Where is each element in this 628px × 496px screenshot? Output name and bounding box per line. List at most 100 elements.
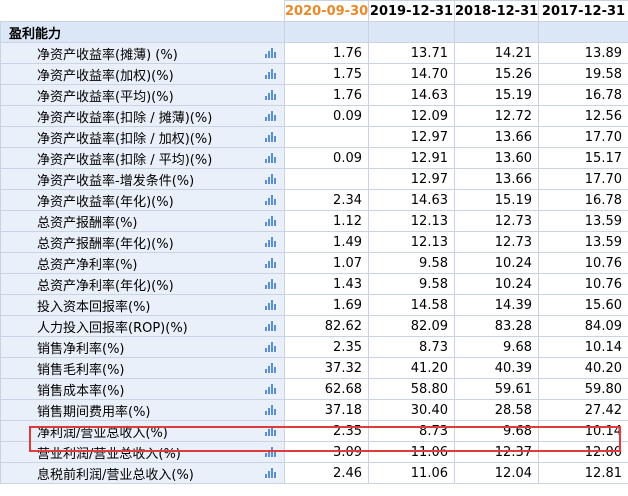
row-label: 净资产收益率-增发条件(%)	[37, 173, 195, 189]
value-cell: 14.21	[454, 42, 539, 64]
value-cell: 37.18	[284, 399, 369, 421]
bar-chart-icon[interactable]	[265, 258, 276, 268]
row-label-cell: 总资产报酬率(%)	[0, 210, 285, 232]
bar-chart-icon[interactable]	[265, 321, 276, 331]
row-label: 净资产收益率(摊薄) (%)	[37, 47, 178, 63]
value-cell: 11.06	[368, 441, 455, 463]
value-cell: 27.42	[538, 399, 628, 421]
bar-chart-icon[interactable]	[265, 90, 276, 100]
row-label: 净资产收益率(加权)(%)	[37, 68, 174, 84]
bar-chart-icon[interactable]	[265, 363, 276, 373]
row-label: 营业利润/营业总收入(%)	[37, 446, 181, 462]
bar-chart-icon[interactable]	[265, 48, 276, 58]
bar-chart-icon[interactable]	[265, 405, 276, 415]
period-header[interactable]: 2019-12-31	[368, 0, 455, 22]
section-empty-cell	[454, 21, 539, 43]
value-cell: 2.46	[284, 462, 369, 484]
table-row: 净资产收益率(扣除 / 摊薄)(%) 0.09 12.09 12.72 12.56	[0, 105, 628, 127]
value-cell: 83.28	[454, 315, 539, 337]
table-row: 销售毛利率(%) 37.32 41.20 40.39 40.20	[0, 357, 628, 379]
row-label: 销售毛利率(%)	[37, 362, 125, 378]
value-cell: 1.07	[284, 252, 369, 274]
row-label-cell: 销售期间费用率(%)	[0, 399, 285, 421]
value-cell: 13.59	[538, 231, 628, 253]
bar-chart-icon[interactable]	[265, 384, 276, 394]
value-cell: 12.13	[368, 210, 455, 232]
row-label-cell: 净资产收益率(平均)(%)	[0, 84, 285, 106]
table-row: 人力投入回报率(ROP)(%) 82.62 82.09 83.28 84.09	[0, 315, 628, 337]
table-row: 投入资本回报率(%) 1.69 14.58 14.39 15.60	[0, 294, 628, 316]
bar-chart-icon[interactable]	[265, 216, 276, 226]
section-row: 盈利能力	[0, 21, 628, 43]
value-cell	[284, 126, 369, 148]
value-cell: 82.09	[368, 315, 455, 337]
value-cell	[284, 168, 369, 190]
bar-chart-icon[interactable]	[265, 342, 276, 352]
value-cell: 16.78	[538, 84, 628, 106]
value-cell: 12.09	[368, 105, 455, 127]
section-title: 盈利能力	[0, 21, 285, 43]
table-row: 净资产收益率(扣除 / 加权)(%) 12.97 13.66 17.70	[0, 126, 628, 148]
row-label-cell: 净资产收益率-增发条件(%)	[0, 168, 285, 190]
section-empty-cell	[284, 21, 369, 43]
value-cell: 12.00	[538, 441, 628, 463]
value-cell: 10.24	[454, 252, 539, 274]
bar-chart-icon[interactable]	[265, 132, 276, 142]
value-cell: 1.49	[284, 231, 369, 253]
row-label-cell: 净资产收益率(年化)(%)	[0, 189, 285, 211]
bar-chart-icon[interactable]	[265, 279, 276, 289]
row-label-cell: 净资产收益率(扣除 / 平均)(%)	[0, 147, 285, 169]
row-label-cell: 销售净利率(%)	[0, 336, 285, 358]
value-cell: 62.68	[284, 378, 369, 400]
bar-chart-icon[interactable]	[265, 195, 276, 205]
value-cell: 15.19	[454, 189, 539, 211]
value-cell: 0.09	[284, 147, 369, 169]
bar-chart-icon[interactable]	[265, 174, 276, 184]
bar-chart-icon[interactable]	[265, 237, 276, 247]
value-cell: 59.80	[538, 378, 628, 400]
value-cell: 15.60	[538, 294, 628, 316]
row-label: 销售净利率(%)	[37, 341, 125, 357]
value-cell: 8.73	[368, 420, 455, 442]
bar-chart-icon[interactable]	[265, 447, 276, 457]
bar-chart-icon[interactable]	[265, 426, 276, 436]
value-cell: 1.69	[284, 294, 369, 316]
value-cell: 13.59	[538, 210, 628, 232]
value-cell: 41.20	[368, 357, 455, 379]
value-cell: 13.89	[538, 42, 628, 64]
table-row: 净资产收益率-增发条件(%) 12.97 13.66 17.70	[0, 168, 628, 190]
value-cell: 12.72	[454, 105, 539, 127]
value-cell: 12.91	[368, 147, 455, 169]
period-header[interactable]: 2020-09-30	[284, 0, 369, 22]
bar-chart-icon[interactable]	[265, 69, 276, 79]
bar-chart-icon[interactable]	[265, 153, 276, 163]
bar-chart-icon[interactable]	[265, 468, 276, 478]
bar-chart-icon[interactable]	[265, 111, 276, 121]
value-cell: 8.73	[368, 336, 455, 358]
row-label-cell: 净资产收益率(加权)(%)	[0, 63, 285, 85]
value-cell: 16.78	[538, 189, 628, 211]
value-cell: 9.68	[454, 336, 539, 358]
table-row: 总资产报酬率(%) 1.12 12.13 12.73 13.59	[0, 210, 628, 232]
period-header[interactable]: 2018-12-31	[454, 0, 539, 22]
table-row: 总资产净利率(%) 1.07 9.58 10.24 10.76	[0, 252, 628, 274]
period-header[interactable]: 2017-12-31	[538, 0, 628, 22]
value-cell: 10.76	[538, 252, 628, 274]
value-cell: 13.66	[454, 126, 539, 148]
bar-chart-icon[interactable]	[265, 300, 276, 310]
value-cell: 1.75	[284, 63, 369, 85]
table-row: 销售成本率(%) 62.68 58.80 59.61 59.80	[0, 378, 628, 400]
value-cell: 12.37	[454, 441, 539, 463]
value-cell: 28.58	[454, 399, 539, 421]
table-row: 总资产报酬率(年化)(%) 1.49 12.13 12.73 13.59	[0, 231, 628, 253]
table-row: 息税前利润/营业总收入(%) 2.46 11.06 12.04 12.81	[0, 462, 628, 484]
value-cell: 12.73	[454, 210, 539, 232]
row-label: 息税前利润/营业总收入(%)	[37, 467, 194, 483]
row-label: 人力投入回报率(ROP)(%)	[37, 320, 188, 336]
value-cell: 1.12	[284, 210, 369, 232]
table-row: 净资产收益率(加权)(%) 1.75 14.70 15.26 19.58	[0, 63, 628, 85]
row-label: 总资产报酬率(年化)(%)	[37, 236, 174, 252]
table-row: 净利润/营业总收入(%) 2.35 8.73 9.68 10.14	[0, 420, 628, 442]
value-cell: 30.40	[368, 399, 455, 421]
